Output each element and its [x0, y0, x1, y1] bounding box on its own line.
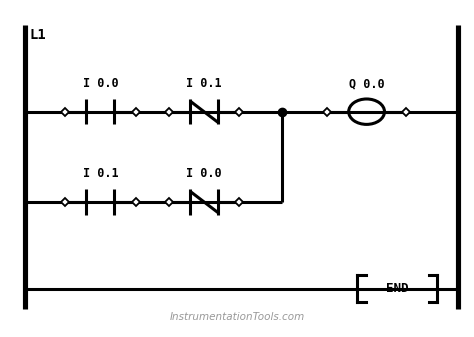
Text: END: END — [386, 282, 409, 295]
Text: I 0.0: I 0.0 — [186, 167, 222, 180]
Text: Q 0.0: Q 0.0 — [349, 77, 384, 90]
Text: I 0.0: I 0.0 — [82, 77, 118, 90]
Text: InstrumentationTools.com: InstrumentationTools.com — [169, 312, 305, 322]
Text: L1: L1 — [30, 28, 46, 42]
Text: I 0.1: I 0.1 — [82, 167, 118, 180]
Text: I 0.1: I 0.1 — [186, 77, 222, 90]
